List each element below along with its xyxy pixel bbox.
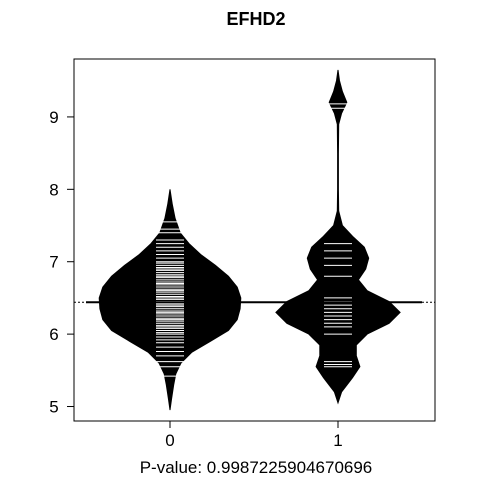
x-tick-label-0: 0 [165,431,174,450]
axes: 5 6 7 8 9 0 1 [49,58,436,450]
y-tick-label-9: 9 [49,108,58,127]
plot-frame [73,58,436,422]
plot-area [74,69,435,411]
x-tick-label-1: 1 [333,431,342,450]
y-tick-label-6: 6 [49,325,58,344]
y-tick-label-5: 5 [49,398,58,417]
bean-1 [275,69,401,405]
y-tick-label-8: 8 [49,180,58,199]
y-tick-label-7: 7 [49,253,58,272]
x-axis-label: P-value: 0.9987225904670696 [140,458,373,477]
chart-title: EFHD2 [226,9,285,29]
